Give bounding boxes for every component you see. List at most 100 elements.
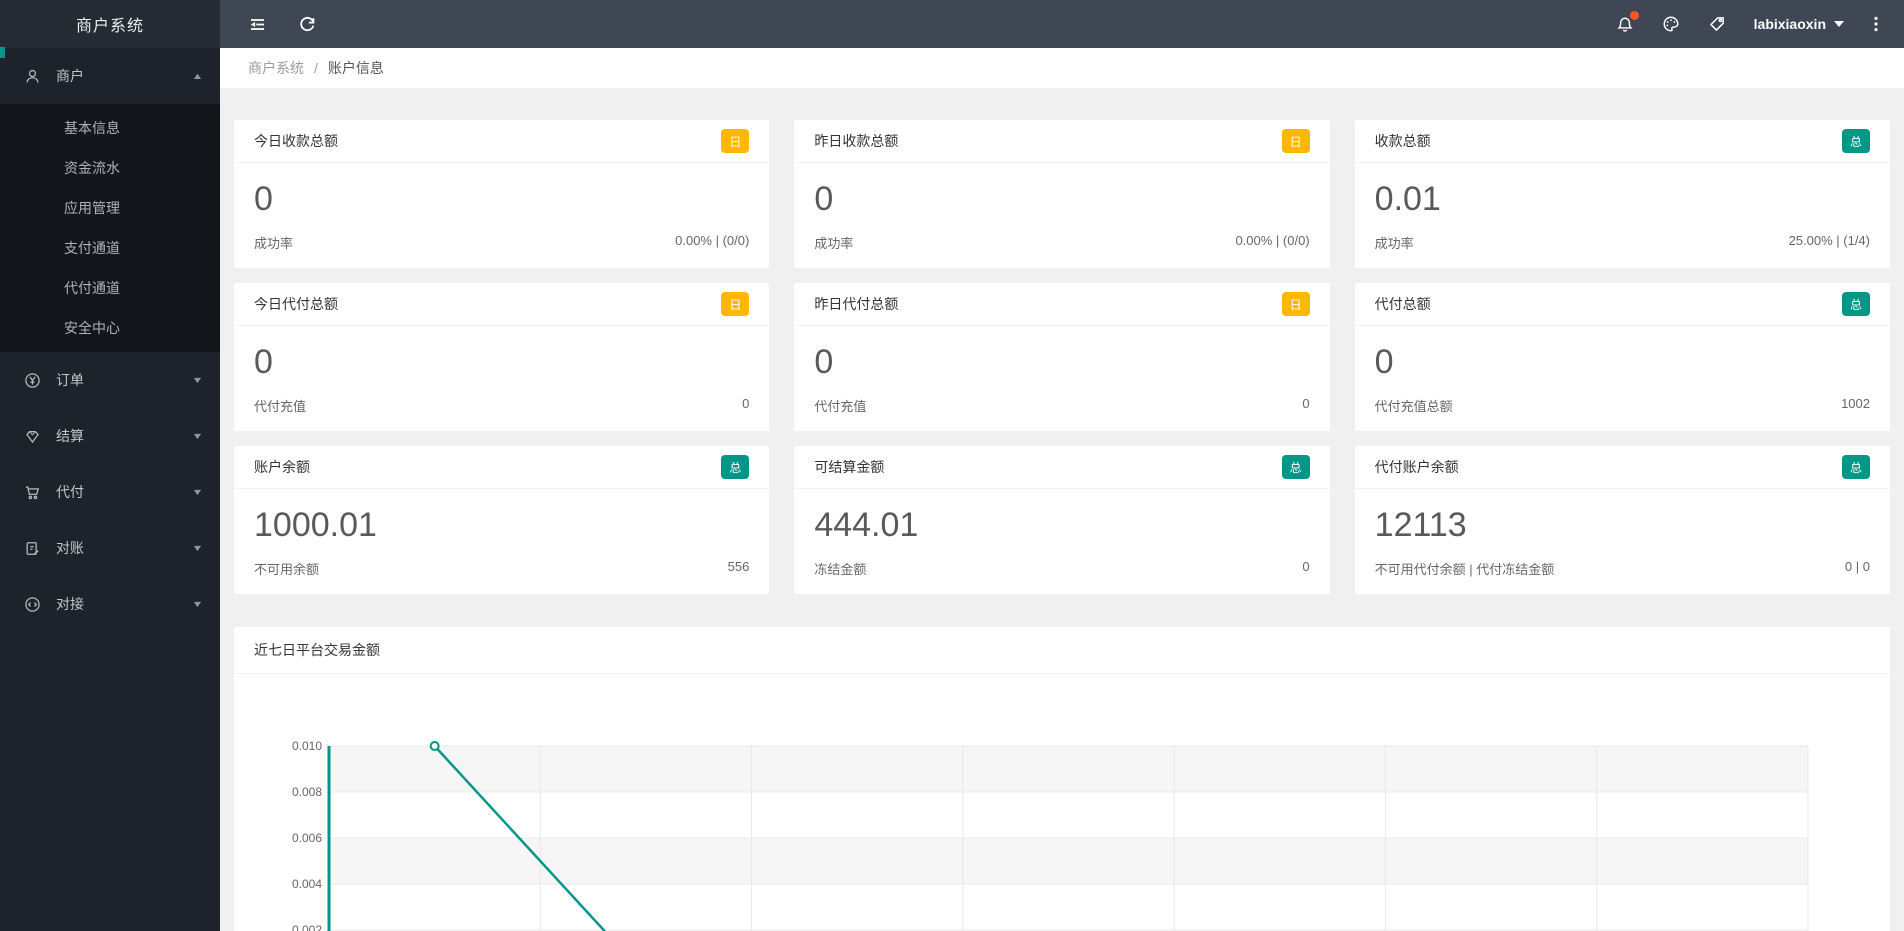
user-menu[interactable]: labixiaoxin: [1740, 0, 1858, 48]
sidebar-item-3[interactable]: 代付 ▼: [0, 464, 220, 520]
card-value: 0: [814, 343, 834, 381]
breadcrumb-root[interactable]: 商户系统: [248, 60, 304, 76]
breadcrumb-current: 账户信息: [327, 60, 384, 76]
card-header: 代付账户余额 总: [1354, 446, 1890, 489]
chevron-down-icon: ▼: [191, 431, 204, 441]
sidebar: 商户系统 商户 ▲ 基本信息 资金流水 应用管理 支付通道 代付通道 安全中心 订单 ▼ 结算 ▼ 代付…: [0, 0, 220, 931]
notification-dot: [1629, 11, 1639, 20]
card-body: 12113 不可用代付余额 | 代付冻结金额 0 | 0: [1355, 489, 1890, 578]
card-header: 今日代付总额 日: [234, 283, 770, 326]
sidebar-subitem-4[interactable]: 代付通道: [64, 280, 120, 296]
card-body: 0 成功率 0.00% | (0/0): [234, 163, 769, 252]
app-title: 商户系统: [0, 0, 220, 48]
card-footer-label: 代付充值: [814, 399, 867, 414]
sidebar-subitem-5[interactable]: 安全中心: [64, 320, 120, 336]
card-footer-value: 556: [727, 559, 750, 574]
cart-icon: [24, 483, 42, 501]
topbar-left: [220, 0, 332, 48]
card-footer-value: 0: [742, 396, 750, 411]
y-axis-tick-label: 0.006: [292, 831, 322, 845]
card-body: 1000.01 不可用余额 556: [234, 489, 769, 578]
sidebar-submenu: 基本信息资金流水应用管理支付通道代付通道安全中心: [0, 104, 220, 352]
sidebar-item-1[interactable]: 订单 ▼: [0, 352, 220, 408]
card-footer: 代付充值 0: [254, 396, 749, 415]
doc-edit-icon: [24, 539, 42, 557]
stat-card: 昨日代付总额 日 0 代付充值 0: [794, 283, 1330, 431]
sidebar-item-4[interactable]: 对账 ▼: [0, 520, 220, 576]
card-footer-value: 0.00% | (0/0): [1235, 233, 1310, 248]
user-icon: [24, 67, 42, 85]
card-footer-value: 0.00% | (0/0): [675, 233, 750, 248]
card-footer-label: 冻结金额: [814, 562, 867, 577]
card-title: 昨日收款总额: [814, 133, 899, 149]
card-header: 昨日收款总额 日: [794, 120, 1330, 163]
card-footer-value: 1002: [1841, 396, 1870, 411]
card-badge: 日: [1281, 292, 1310, 316]
stat-card: 账户余额 总 1000.01 不可用余额 556: [234, 446, 770, 594]
card-body: 444.01 冻结金额 0: [794, 489, 1329, 578]
sidebar-item-label: 对账: [56, 540, 84, 556]
caret-down-icon: [1834, 21, 1844, 27]
tag-button[interactable]: [1694, 0, 1740, 48]
card-title: 账户余额: [254, 459, 310, 475]
breadcrumb: 商户系统 / 账户信息: [220, 48, 1904, 88]
sidebar-item-0[interactable]: 商户 ▲: [0, 48, 220, 104]
card-header: 昨日代付总额 日: [794, 283, 1330, 326]
card-badge: 总: [1841, 292, 1870, 316]
stats-grid: 今日收款总额日 0 成功率 0.00% | (0/0) 昨日收款总额日 0 成功率 0.00%…: [234, 120, 1890, 594]
sidebar-subitem-1[interactable]: 资金流水: [64, 160, 120, 176]
card-body: 0 代付充值总额 1002: [1355, 326, 1890, 415]
sidebar-item-label: 商户: [56, 68, 84, 84]
kebab-menu-icon: [1874, 16, 1878, 32]
card-footer: 成功率 0.00% | (0/0): [254, 233, 749, 252]
card-footer-value: 0: [1302, 559, 1310, 574]
card-badge: 日: [721, 292, 750, 316]
card-footer-value: 0 | 0: [1844, 559, 1870, 574]
stat-card: 今日收款总额 日 0 成功率 0.00% | (0/0): [234, 120, 770, 268]
tag-icon: [1709, 17, 1724, 32]
card-header: 收款总额 总: [1354, 120, 1890, 163]
card-title: 代付总额: [1374, 296, 1431, 312]
more-button[interactable]: [1858, 0, 1894, 48]
chart-card: 近七日平台交易金额 0.010 0.008 0.006 0.004 0.002: [234, 627, 1890, 931]
chevron-down-icon: ▼: [191, 375, 204, 385]
card-footer-value: 0: [1302, 396, 1310, 411]
chevron-up-icon: ▲: [191, 71, 204, 81]
sidebar-subitem-3[interactable]: 支付通道: [64, 240, 120, 256]
card-title: 今日代付总额: [254, 296, 338, 312]
stat-card: 今日代付总额 日 0 代付充值 0: [234, 283, 770, 431]
card-body: 0.01 成功率 25.00% | (1/4): [1355, 163, 1890, 252]
card-title: 收款总额: [1374, 133, 1431, 149]
collapse-sidebar-button[interactable]: [232, 0, 282, 48]
sidebar-subitem-2[interactable]: 应用管理: [64, 200, 120, 216]
card-footer-label: 代付充值: [254, 399, 307, 414]
y-axis-tick-label: 0.008: [292, 785, 322, 799]
card-footer: 代付充值总额 1002: [1375, 396, 1870, 415]
refresh-button[interactable]: [282, 0, 332, 48]
y-axis-tick-label: 0.010: [292, 739, 322, 753]
card-title: 代付账户余额: [1374, 459, 1459, 475]
main-content: 今日收款总额日 0 成功率 0.00% | (0/0) 昨日收款总额日 0 成功率 0.00%…: [220, 88, 1904, 931]
refresh-icon: [299, 16, 314, 31]
theme-button[interactable]: [1648, 0, 1694, 48]
card-footer-label: 不可用代付余额 | 代付冻结金额: [1374, 562, 1555, 577]
card-badge: 日: [1281, 129, 1310, 153]
topbar: labixiaoxin: [220, 0, 1904, 48]
sidebar-item-2[interactable]: 结算 ▼: [0, 408, 220, 464]
yen-circle-icon: [24, 371, 42, 389]
card-value: 0.01: [1374, 180, 1441, 218]
card-footer-label: 不可用余额: [254, 562, 320, 577]
card-footer-label: 代付充值总额: [1374, 399, 1453, 414]
card-body: 0 代付充值 0: [234, 326, 769, 415]
chart-header: 近七日平台交易金额: [234, 627, 1890, 674]
sidebar-item-label: 订单: [56, 372, 84, 388]
card-header: 账户余额 总: [234, 446, 770, 489]
code-circle-icon: [24, 595, 42, 613]
chart-plot-container: 0.010 0.008 0.006 0.004 0.002: [234, 674, 1890, 931]
card-footer: 不可用余额 556: [254, 559, 749, 578]
stat-card: 收款总额 总 0.01 成功率 25.00% | (1/4): [1354, 120, 1890, 268]
sidebar-item-5[interactable]: 对接 ▼: [0, 576, 220, 632]
notifications-button[interactable]: [1602, 0, 1648, 48]
sidebar-subitem-0[interactable]: 基本信息: [64, 120, 120, 136]
card-header: 代付总额 总: [1354, 283, 1890, 326]
